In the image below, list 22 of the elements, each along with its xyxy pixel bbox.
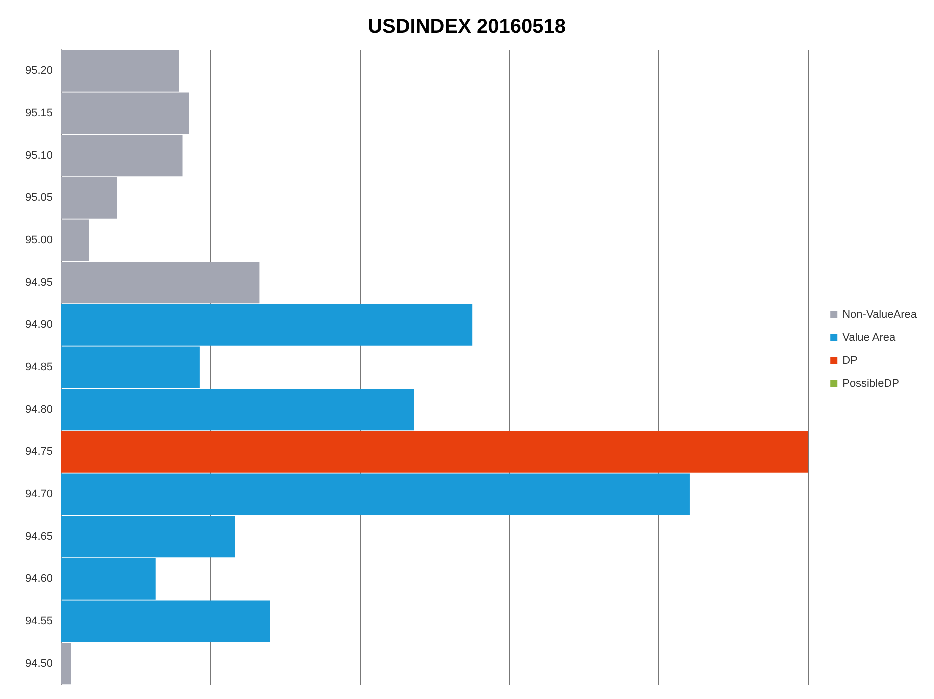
y-tick-label: 94.70 <box>25 488 53 500</box>
y-tick-label: 95.00 <box>25 234 53 246</box>
y-tick-label: 94.95 <box>25 276 53 289</box>
legend-label: PossibleDP <box>842 378 900 390</box>
y-tick-label: 94.75 <box>25 446 53 458</box>
legend-label: Value Area <box>842 332 896 344</box>
y-tick-label: 94.65 <box>25 530 53 543</box>
y-tick-label: 95.15 <box>25 108 53 120</box>
y-tick-label: 95.10 <box>25 150 53 162</box>
legend-label: Non-ValueArea <box>842 309 918 321</box>
y-tick-label: 94.50 <box>25 658 53 670</box>
legend-label: DP <box>842 355 858 367</box>
y-tick-label: 94.85 <box>25 362 53 374</box>
y-tick-label: 94.80 <box>25 404 53 416</box>
y-tick-label: 94.90 <box>25 319 53 332</box>
bar <box>61 431 808 473</box>
y-tick-label: 94.55 <box>25 616 53 628</box>
y-tick-label: 94.60 <box>25 573 53 586</box>
bar <box>61 643 72 685</box>
y-tick-label: 95.05 <box>25 192 53 204</box>
chart-title: USDINDEX 20160518 <box>368 16 566 38</box>
y-tick-label: 95.20 <box>25 65 53 78</box>
